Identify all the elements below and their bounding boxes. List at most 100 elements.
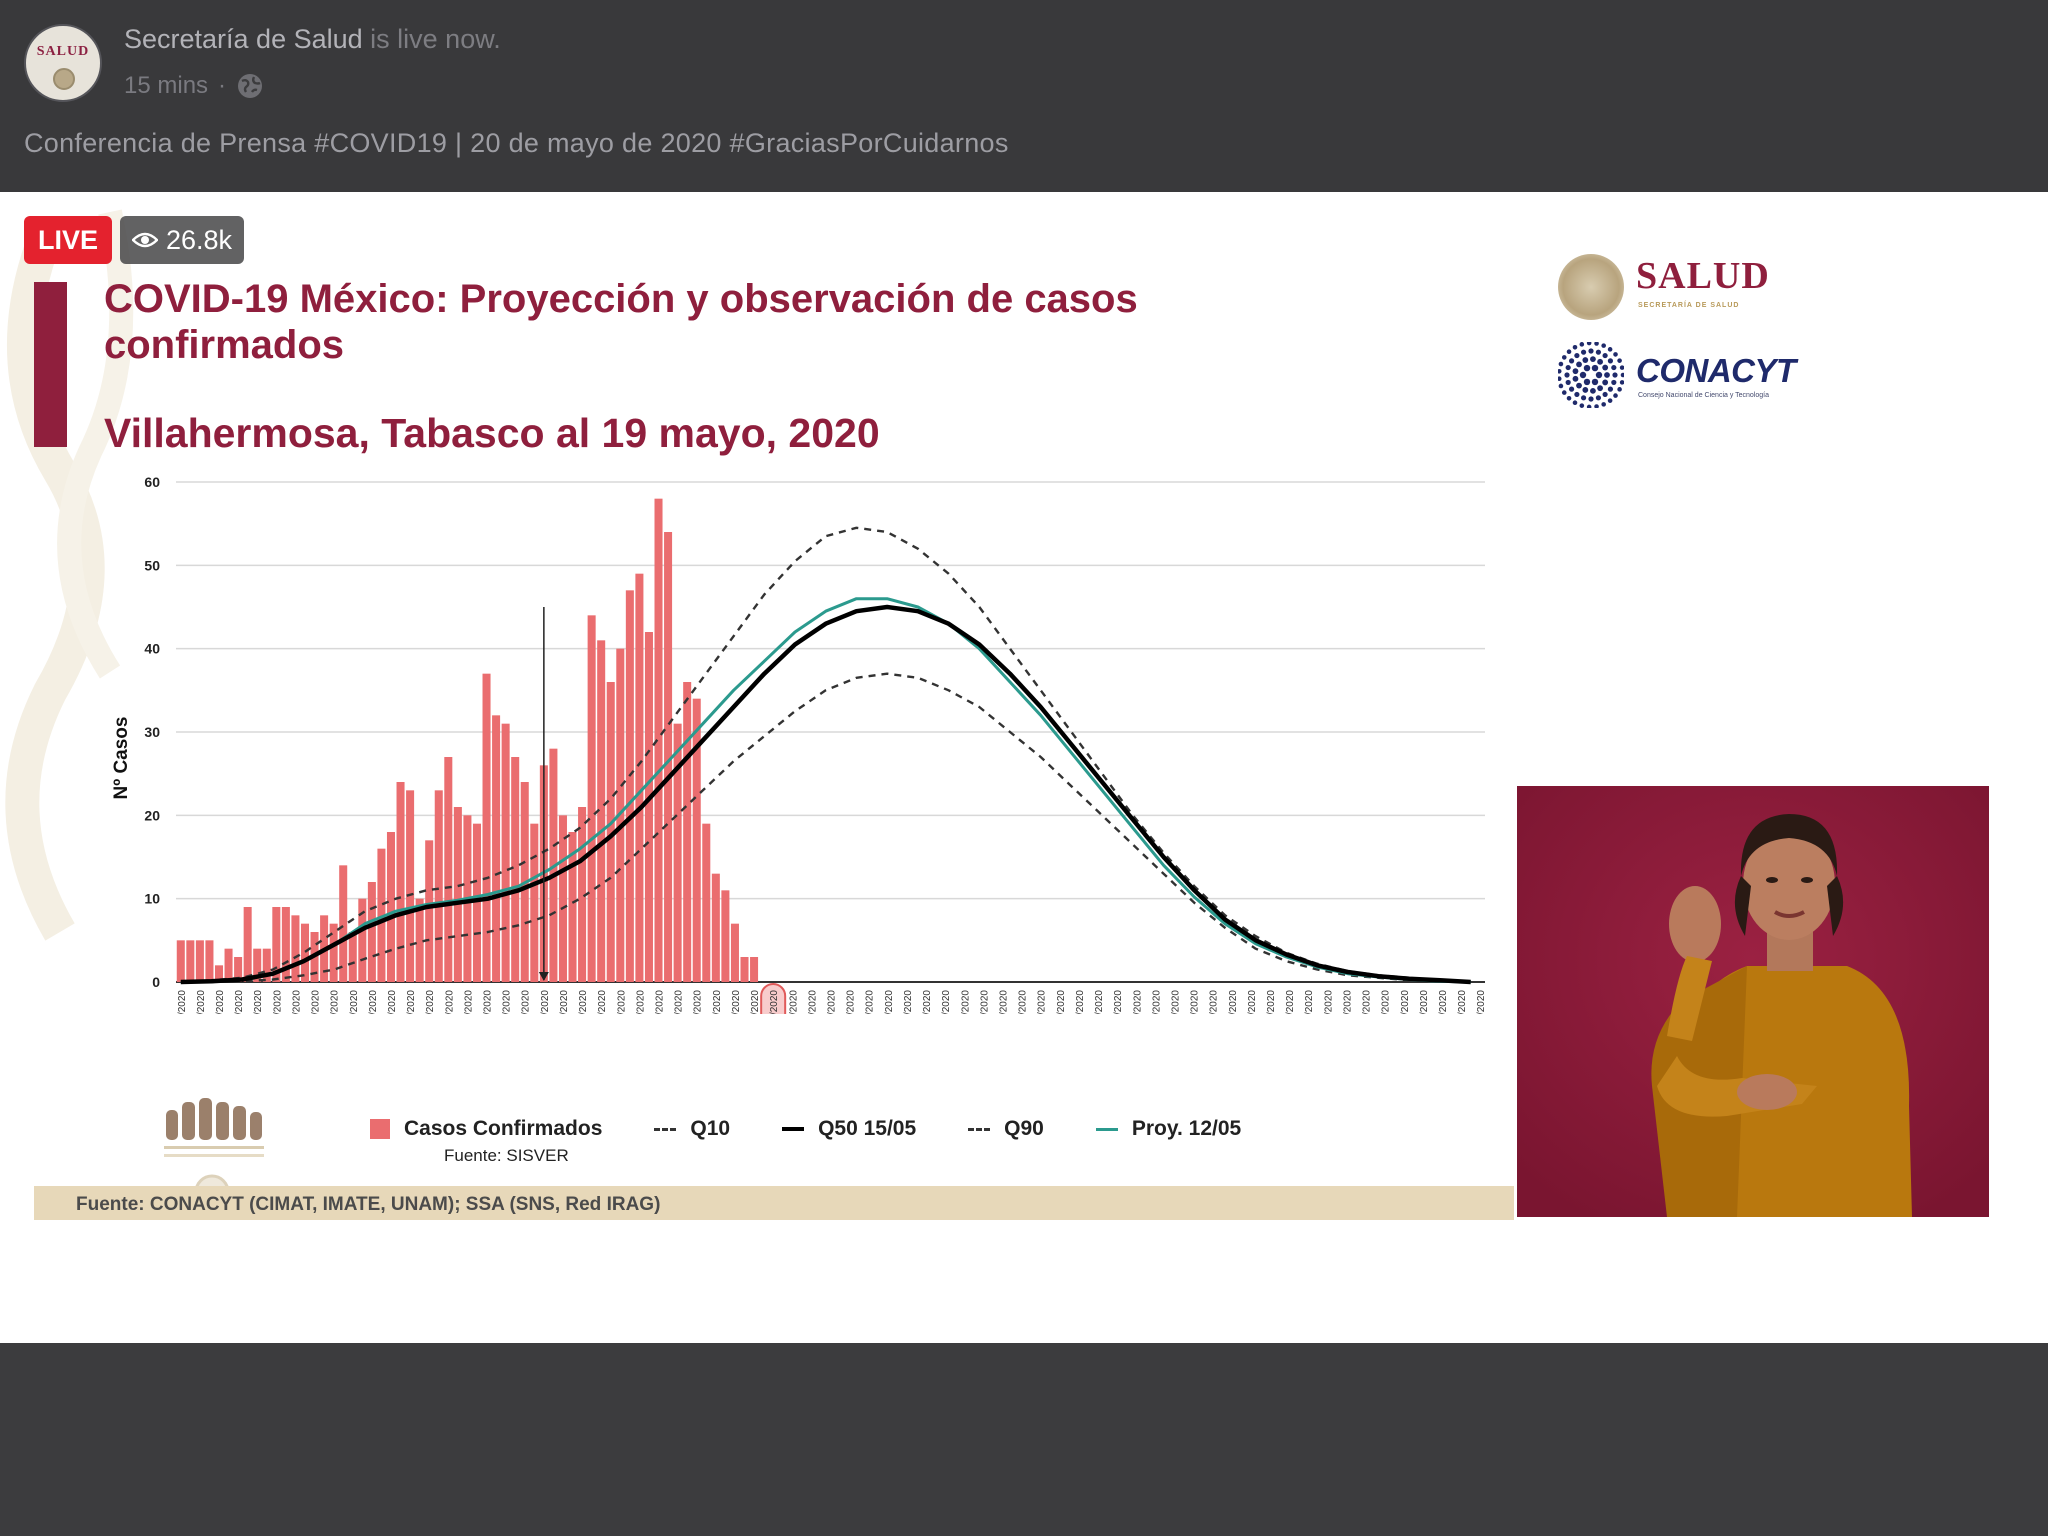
bar <box>635 573 644 982</box>
bar <box>234 957 243 982</box>
x-tick-label: 01/05/2020 <box>597 990 608 1014</box>
salud-logo-text: SALUD <box>1636 255 1770 297</box>
bar <box>683 682 692 982</box>
conacyt-dot <box>1597 358 1603 365</box>
conacyt-dot <box>1568 358 1575 364</box>
x-tick-label: 22/03/2020 <box>215 990 226 1014</box>
x-tick-label: 30/07/2020 <box>1457 990 1468 1014</box>
avatar-logo-text: SALUD <box>36 44 90 59</box>
bar <box>740 957 749 982</box>
globe-icon[interactable] <box>236 72 264 100</box>
bar <box>262 948 271 982</box>
bar <box>711 873 720 982</box>
y-axis-label: Nº Casos <box>111 717 132 800</box>
slide-title: COVID-19 México: Proyección y observació… <box>104 277 1138 367</box>
bar <box>606 682 615 982</box>
conacyt-dot <box>1612 372 1618 378</box>
legend-label-bars: Casos Confirmados <box>404 1117 603 1140</box>
conacyt-dot <box>1572 344 1578 350</box>
bar <box>673 723 682 982</box>
x-tick-label: 24/07/2020 <box>1400 990 1411 1014</box>
conacyt-dot <box>1568 386 1575 392</box>
legend-label-q50: Q50 15/05 <box>818 1117 917 1140</box>
y-tick-label: 30 <box>144 724 160 740</box>
legend-item-proj: Proy. 12/05 <box>1095 1117 1241 1141</box>
bar <box>482 673 491 982</box>
video-player[interactable]: LIVE 26.8k COVID-19 México: Proyección y… <box>0 192 2048 1343</box>
conacyt-dot <box>1591 364 1599 372</box>
post-header: SALUD Secretaría de Salud is live now. 1… <box>0 0 2048 192</box>
bar <box>348 932 357 982</box>
x-tick-label: 26/07/2020 <box>1419 990 1430 1014</box>
y-tick-label: 50 <box>144 557 160 573</box>
x-tick-label: 11/05/2020 <box>693 990 704 1014</box>
legend-proj-line <box>1095 1127 1118 1131</box>
bar <box>224 948 233 982</box>
bar <box>386 832 395 982</box>
bar <box>654 498 663 982</box>
x-tick-label: 01/04/2020 <box>311 990 322 1014</box>
bar <box>186 940 195 982</box>
post-time[interactable]: 15 mins <box>124 72 209 99</box>
chart-source: Fuente: SISVER <box>444 1146 569 1165</box>
conacyt-dot <box>1611 379 1617 386</box>
x-tick-label: 14/07/2020 <box>1304 990 1315 1014</box>
salud-logo: SALUD SECRETARÍA DE SALUD <box>1558 254 1798 334</box>
x-tick-label: 29/04/2020 <box>578 990 589 1014</box>
x-tick-label: 09/04/2020 <box>387 990 398 1014</box>
conacyt-dot <box>1607 398 1613 403</box>
background-ornament <box>5 209 134 941</box>
series-line <box>180 672 1471 984</box>
x-tick-label: 27/04/2020 <box>559 990 570 1014</box>
conacyt-dot <box>1617 358 1622 363</box>
bar <box>578 807 587 982</box>
bar <box>377 848 386 982</box>
bar <box>300 923 310 982</box>
page-avatar[interactable]: SALUD <box>24 24 102 102</box>
bar <box>568 832 577 982</box>
chart-legend: Casos Confirmados Q10 Q50 15/05 Q90 Proy… <box>370 1114 1293 1144</box>
bar <box>587 615 596 982</box>
conacyt-dot <box>1574 391 1580 398</box>
x-tick-label: 10/07/2020 <box>1266 990 1277 1014</box>
x-tick-label: 11/04/2020 <box>406 990 417 1014</box>
x-tick-label: 08/07/2020 <box>1247 990 1258 1014</box>
x-tick-label: 01/08/2020 <box>1476 990 1487 1014</box>
conacyt-dot <box>1595 371 1603 379</box>
bar <box>530 823 539 982</box>
conacyt-dot <box>1558 368 1562 374</box>
x-tick-label: 20/03/2020 <box>196 990 207 1014</box>
eye-icon <box>132 232 158 248</box>
bar <box>434 790 443 982</box>
bar <box>702 823 711 982</box>
interpreter-image <box>1517 786 1989 1217</box>
conacyt-dot <box>1580 395 1587 401</box>
conacyt-dot <box>1579 371 1587 379</box>
bar <box>558 815 567 982</box>
x-tick-label: 26/03/2020 <box>253 990 264 1014</box>
conacyt-dot <box>1580 349 1587 355</box>
x-tick-label: 20/07/2020 <box>1362 990 1373 1014</box>
x-tick-label: 18/07/2020 <box>1342 990 1353 1014</box>
bar <box>396 782 405 982</box>
x-tick-label: 27/05/2020 <box>846 990 857 1014</box>
conacyt-dot <box>1601 343 1606 348</box>
y-tick-label: 10 <box>144 891 160 907</box>
x-tick-label: 24/03/2020 <box>234 990 245 1014</box>
conacyt-dot <box>1604 372 1610 378</box>
viewer-count: 26.8k <box>166 225 233 255</box>
x-tick-label: 28/07/2020 <box>1438 990 1449 1014</box>
legend-item-q10: Q10 <box>654 1117 730 1141</box>
series-line <box>180 597 1471 984</box>
bar <box>329 923 338 982</box>
bar <box>750 957 759 982</box>
x-tick-label: 18/06/2020 <box>1056 990 1067 1014</box>
conacyt-dot <box>1558 383 1564 389</box>
conacyt-dot <box>1613 393 1618 398</box>
mexico-seal-icon <box>1558 254 1624 320</box>
page-name-link[interactable]: Secretaría de Salud <box>124 24 363 54</box>
post-meta: 15 mins · <box>124 72 264 100</box>
conacyt-dot <box>1613 352 1618 357</box>
conacyt-dot <box>1602 379 1609 386</box>
x-tick-label: 13/05/2020 <box>712 990 723 1014</box>
